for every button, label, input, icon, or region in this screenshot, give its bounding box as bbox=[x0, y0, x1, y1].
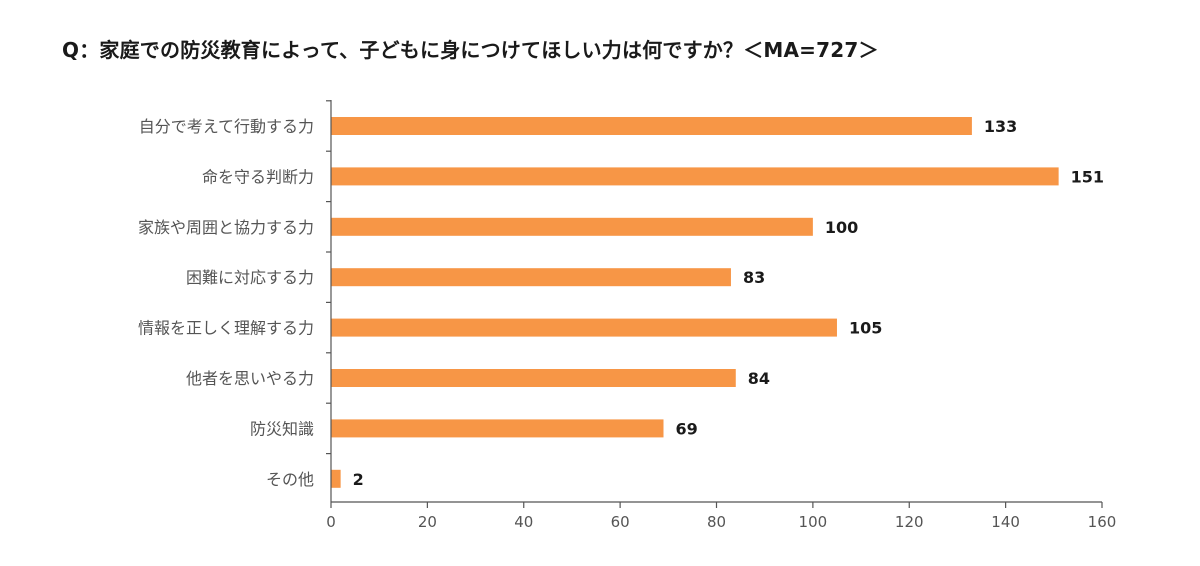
category-label: 困難に対応する力 bbox=[186, 268, 314, 287]
bars-layer bbox=[331, 117, 1059, 488]
x-tick-label: 100 bbox=[799, 513, 828, 531]
x-tick-label: 60 bbox=[611, 513, 630, 531]
category-label: その他 bbox=[266, 470, 314, 489]
category-label: 防災知識 bbox=[250, 419, 314, 438]
data-label: 2 bbox=[353, 470, 364, 489]
data-label: 100 bbox=[825, 218, 858, 237]
bar bbox=[331, 369, 736, 387]
x-tick-label: 0 bbox=[326, 513, 336, 531]
axes-layer bbox=[330, 100, 1102, 503]
category-label: 自分で考えて行動する力 bbox=[139, 117, 314, 136]
data-label: 133 bbox=[984, 117, 1017, 136]
bar bbox=[331, 167, 1059, 186]
x-tick-label: 20 bbox=[418, 513, 437, 531]
x-tick-label: 160 bbox=[1088, 513, 1117, 531]
category-label: 命を守る判断力 bbox=[202, 167, 314, 186]
category-label: 家族や周囲と協力する力 bbox=[138, 218, 314, 237]
bar bbox=[331, 318, 837, 337]
x-tick-label: 40 bbox=[514, 513, 533, 531]
chart-title: Q：家庭での防災教育によって、子どもに身につけてほしい力は何ですか？＜MA=72… bbox=[62, 38, 879, 62]
data-label: 105 bbox=[849, 319, 882, 338]
bar bbox=[331, 469, 341, 488]
bar bbox=[331, 268, 731, 287]
data-label: 83 bbox=[743, 268, 765, 287]
bar bbox=[331, 419, 664, 438]
data-label: 84 bbox=[748, 369, 770, 388]
data-label: 151 bbox=[1071, 167, 1104, 186]
bar bbox=[331, 117, 972, 135]
x-tick-label: 80 bbox=[707, 513, 726, 531]
x-tick-label: 120 bbox=[895, 513, 924, 531]
category-label: 他者を思いやる力 bbox=[186, 369, 314, 388]
category-label: 情報を正しく理解する力 bbox=[138, 319, 314, 338]
data-label: 69 bbox=[675, 419, 697, 438]
x-tick-label: 140 bbox=[991, 513, 1020, 531]
labels-layer: 自分で考えて行動する力 133 命を守る判断力 151 家族や周囲と協力する力 100 困難… bbox=[138, 100, 1117, 531]
bar bbox=[331, 217, 813, 236]
